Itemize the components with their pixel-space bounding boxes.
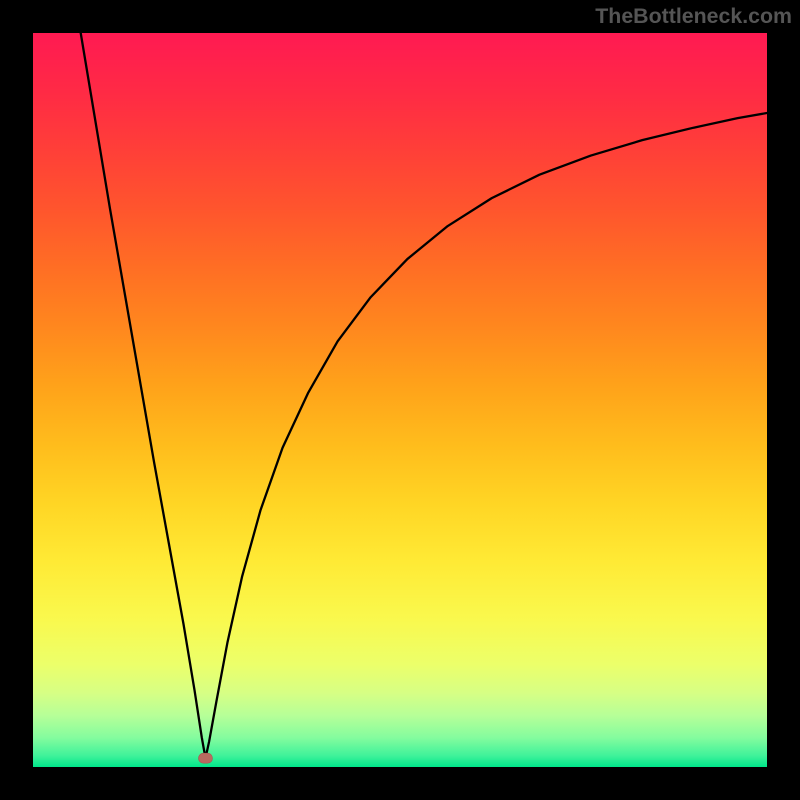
optimal-point-marker [198,753,212,763]
chart-root: TheBottleneck.com [0,0,800,800]
watermark-label: TheBottleneck.com [595,4,792,29]
bottleneck-chart [0,0,800,800]
